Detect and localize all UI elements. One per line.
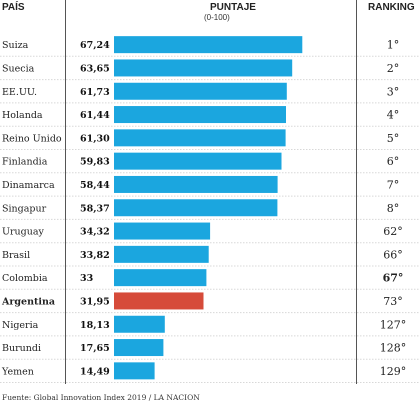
score-value-label: 61,44 bbox=[80, 110, 110, 121]
ranking-column-header: RANKING bbox=[368, 2, 415, 13]
score-bar bbox=[114, 175, 278, 193]
score-value-label: 61,73 bbox=[80, 87, 110, 98]
ranking-label: 7° bbox=[387, 178, 400, 191]
score-value-label: 17,65 bbox=[80, 343, 110, 354]
ranking-label: 4° bbox=[387, 109, 400, 122]
score-bar bbox=[114, 199, 278, 217]
country-label: Holanda bbox=[2, 110, 43, 121]
country-label: Burundi bbox=[2, 343, 41, 354]
ranking-label: 129° bbox=[380, 365, 407, 378]
country-label: Brasil bbox=[2, 250, 30, 261]
score-value-label: 58,37 bbox=[80, 203, 110, 214]
score-value-label: 67,24 bbox=[80, 40, 110, 51]
country-column-divider bbox=[65, 0, 66, 384]
country-label: Colombia bbox=[2, 273, 48, 284]
score-bar bbox=[114, 362, 155, 380]
score-value-label: 33,82 bbox=[80, 250, 110, 261]
score-bar-highlight bbox=[114, 292, 204, 310]
country-column-header: PAÍS bbox=[2, 2, 25, 13]
ranking-label: 6° bbox=[387, 155, 400, 168]
ranking-label: 73° bbox=[383, 295, 403, 308]
ranking-label: 66° bbox=[383, 248, 403, 261]
ranking-label: 67° bbox=[383, 272, 404, 285]
ranking-label: 62° bbox=[383, 225, 403, 238]
score-value-label: 33 bbox=[80, 273, 93, 284]
score-bar bbox=[114, 222, 211, 240]
country-label: EE.UU. bbox=[2, 87, 37, 98]
score-value-label: 18,13 bbox=[80, 320, 110, 331]
score-bar bbox=[114, 269, 207, 287]
ranking-label: 3° bbox=[387, 85, 400, 98]
score-bar bbox=[114, 106, 286, 124]
score-value-label: 31,95 bbox=[80, 296, 110, 307]
score-bar bbox=[114, 36, 303, 54]
country-label: Singapur bbox=[2, 203, 47, 214]
score-range-label: (0-100) bbox=[204, 13, 230, 22]
score-bar bbox=[114, 129, 286, 147]
ranking-column-divider bbox=[356, 0, 357, 384]
ranking-label: 5° bbox=[387, 132, 400, 145]
score-value-label: 14,49 bbox=[80, 366, 110, 377]
score-bar bbox=[114, 82, 287, 100]
ranking-label: 128° bbox=[380, 342, 407, 355]
country-label: Suiza bbox=[2, 40, 29, 51]
country-label: Yemen bbox=[1, 366, 34, 377]
country-label: Argentina bbox=[1, 296, 55, 307]
ranking-label: 8° bbox=[387, 202, 400, 215]
score-bar bbox=[114, 152, 282, 170]
score-value-label: 34,32 bbox=[80, 227, 110, 238]
score-value-label: 61,30 bbox=[80, 133, 110, 144]
score-bar bbox=[114, 59, 293, 77]
score-bar bbox=[114, 339, 164, 357]
ranking-label: 127° bbox=[380, 318, 407, 331]
country-label: Nigeria bbox=[2, 320, 39, 331]
score-bar bbox=[114, 245, 209, 263]
score-value-label: 63,65 bbox=[80, 63, 110, 74]
country-label: Suecia bbox=[2, 63, 35, 74]
ranking-label: 1° bbox=[387, 39, 400, 52]
country-label: Reino Unido bbox=[2, 133, 62, 144]
score-bar bbox=[114, 315, 165, 333]
country-label: Dinamarca bbox=[2, 180, 55, 191]
score-bar-chart: Suiza 67,24 1° Suecia 63,65 2° EE.UU. 61,73 3° Ho… bbox=[0, 36, 420, 383]
source-note: Fuente: Global Innovation Index 2019 / L… bbox=[2, 393, 200, 402]
country-label: Finlandia bbox=[2, 157, 48, 168]
country-label: Uruguay bbox=[2, 227, 45, 238]
ranking-label: 2° bbox=[387, 62, 400, 75]
score-column-header: PUNTAJE bbox=[210, 2, 256, 13]
score-value-label: 59,83 bbox=[80, 157, 110, 168]
score-value-label: 58,44 bbox=[80, 180, 110, 191]
